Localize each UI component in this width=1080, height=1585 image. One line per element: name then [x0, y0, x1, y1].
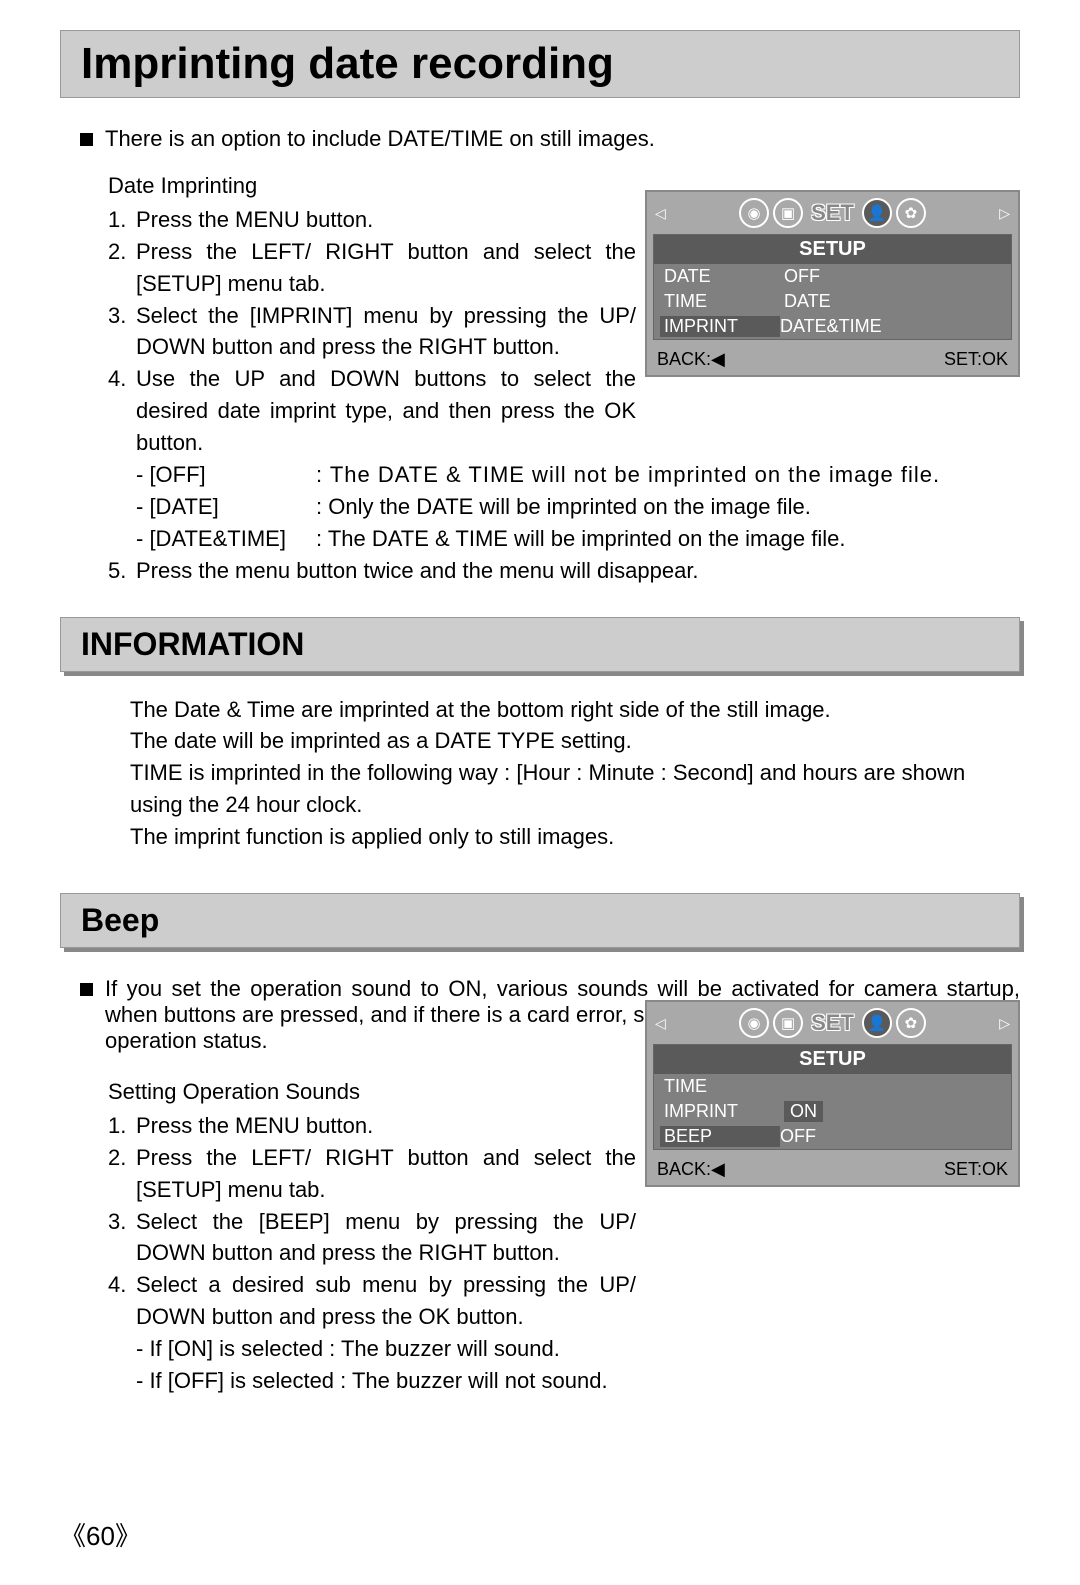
- setok-label: SET:OK: [944, 1159, 1008, 1180]
- set-tab-label: SET: [811, 1010, 854, 1036]
- option-desc: : The DATE & TIME will not be imprinted …: [316, 459, 1020, 491]
- info-line: The imprint function is applied only to …: [130, 821, 1000, 853]
- menu-value: [784, 1076, 1001, 1097]
- step-num: 4.: [108, 363, 136, 459]
- menu-row-imprint: IMPRINT ON: [654, 1099, 1011, 1124]
- step-num: 1.: [108, 1110, 136, 1142]
- screen-tab-bar: ◁ ◉ ▣ SET 👤 ✿ ▷: [647, 1002, 1018, 1044]
- screen-tab-bar: ◁ ◉ ▣ SET 👤 ✿ ▷: [647, 192, 1018, 234]
- step-num: 3.: [108, 300, 136, 364]
- camera-tab-icon: ◉: [739, 1008, 769, 1038]
- menu-row-time: TIME DATE: [654, 289, 1011, 314]
- step-num: 5.: [108, 555, 136, 587]
- option-desc: : The DATE & TIME will be imprinted on t…: [316, 523, 1020, 555]
- menu-label: DATE: [664, 266, 784, 287]
- information-body: The Date & Time are imprinted at the bot…: [130, 694, 1000, 853]
- camera-screen-setup-imprint: ◁ ◉ ▣ SET 👤 ✿ ▷ SETUP DATE OFF TIME DATE…: [645, 190, 1020, 377]
- menu-row-date: DATE OFF: [654, 264, 1011, 289]
- info-line: TIME is imprinted in the following way :…: [130, 757, 1000, 821]
- menu-value-selected: ON: [784, 1101, 823, 1122]
- triangle-left-icon: ◁: [655, 205, 666, 222]
- option-label: - [DATE]: [136, 491, 316, 523]
- camera-screen-setup-beep: ◁ ◉ ▣ SET 👤 ✿ ▷ SETUP TIME IMPRINT ON BE…: [645, 1000, 1020, 1187]
- step-num: 3.: [108, 1206, 136, 1270]
- step-text: Select the [BEEP] menu by pressing the U…: [136, 1206, 636, 1270]
- option-label: - [DATE&TIME]: [136, 523, 316, 555]
- back-label: BACK:◀: [657, 349, 725, 370]
- tab-icons: ◉ ▣ SET 👤 ✿: [739, 1008, 926, 1038]
- information-heading: INFORMATION: [81, 626, 999, 663]
- step-text: Use the UP and DOWN buttons to select th…: [136, 363, 636, 459]
- misc-tab-icon: ✿: [896, 1008, 926, 1038]
- tab-icons: ◉ ▣ SET 👤 ✿: [739, 198, 926, 228]
- triangle-right-icon: ▷: [999, 1015, 1010, 1032]
- menu-label: BEEP: [660, 1126, 780, 1147]
- menu-row-beep-selected: BEEP OFF: [654, 1124, 1011, 1149]
- screen-menu-body: SETUP DATE OFF TIME DATE IMPRINT DATE&TI…: [653, 234, 1012, 340]
- option-desc: : Only the DATE will be imprinted on the…: [316, 491, 1020, 523]
- set-tab-label: SET: [811, 200, 854, 226]
- step-text: Select the [IMPRINT] menu by pressing th…: [136, 300, 636, 364]
- screen-footer: BACK:◀ SET:OK: [647, 1156, 1018, 1185]
- info-line: The date will be imprinted as a DATE TYP…: [130, 725, 1000, 757]
- step-text: Press the LEFT/ RIGHT button and select …: [136, 236, 636, 300]
- square-bullet-icon: [80, 983, 93, 996]
- menu-value: DATE: [784, 291, 1001, 312]
- step-num: 2.: [108, 1142, 136, 1206]
- page-number: 《60》: [60, 1516, 141, 1553]
- option-label: - [OFF]: [136, 459, 316, 491]
- step-num: 4.: [108, 1269, 136, 1333]
- user-tab-icon: 👤: [862, 1008, 892, 1038]
- menu-value: OFF: [780, 1126, 1001, 1147]
- square-bullet-icon: [80, 133, 93, 146]
- setup-header: SETUP: [654, 235, 1011, 264]
- step-text: Press the MENU button.: [136, 1110, 636, 1142]
- screen-menu-body: SETUP TIME IMPRINT ON BEEP OFF: [653, 1044, 1012, 1150]
- menu-label: TIME: [664, 291, 784, 312]
- back-label: BACK:◀: [657, 1159, 725, 1180]
- menu-row-imprint-selected: IMPRINT DATE&TIME: [654, 314, 1011, 339]
- information-header-bar: INFORMATION: [60, 617, 1020, 672]
- menu-value: DATE&TIME: [780, 316, 1001, 337]
- menu-value: OFF: [784, 266, 1001, 287]
- option-line: - If [ON] is selected : The buzzer will …: [136, 1333, 1020, 1365]
- menu-label: IMPRINT: [660, 316, 780, 337]
- step-text: Press the menu button twice and the menu…: [136, 555, 1020, 587]
- step-text: Select a desired sub menu by pressing th…: [136, 1269, 636, 1333]
- camera-tab-icon: ◉: [739, 198, 769, 228]
- info-line: The Date & Time are imprinted at the bot…: [130, 694, 1000, 726]
- beep-heading: Beep: [81, 902, 999, 939]
- beep-header-bar: Beep: [60, 893, 1020, 948]
- user-tab-icon: 👤: [862, 198, 892, 228]
- option-line: - If [OFF] is selected : The buzzer will…: [136, 1365, 1020, 1397]
- step-num: 2.: [108, 236, 136, 300]
- triangle-left-icon: ◁: [655, 1015, 666, 1032]
- page-title: Imprinting date recording: [81, 39, 999, 89]
- step-num: 1.: [108, 204, 136, 236]
- menu-row-time: TIME: [654, 1074, 1011, 1099]
- menu-label: IMPRINT: [664, 1101, 784, 1122]
- intro-bullet-row: There is an option to include DATE/TIME …: [80, 126, 1020, 152]
- page-title-bar: Imprinting date recording: [60, 30, 1020, 98]
- step-text: Press the LEFT/ RIGHT button and select …: [136, 1142, 636, 1206]
- menu-label: TIME: [664, 1076, 784, 1097]
- step-text: Press the MENU button.: [136, 204, 636, 236]
- setup-header: SETUP: [654, 1045, 1011, 1074]
- page-number-value: 60: [86, 1521, 115, 1551]
- screen-footer: BACK:◀ SET:OK: [647, 346, 1018, 375]
- play-tab-icon: ▣: [773, 1008, 803, 1038]
- play-tab-icon: ▣: [773, 198, 803, 228]
- intro-text: There is an option to include DATE/TIME …: [105, 126, 655, 152]
- setok-label: SET:OK: [944, 349, 1008, 370]
- triangle-right-icon: ▷: [999, 205, 1010, 222]
- misc-tab-icon: ✿: [896, 198, 926, 228]
